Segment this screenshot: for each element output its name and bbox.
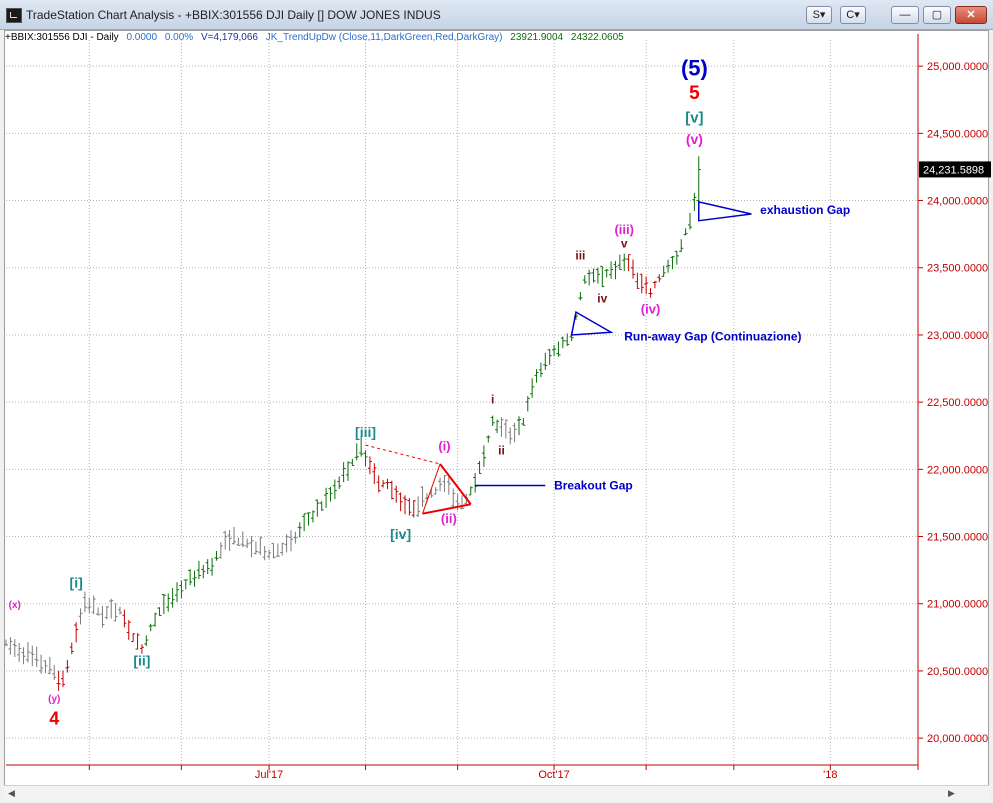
volume-value: V=4,179,066 (200, 32, 258, 43)
s-label: S (812, 9, 820, 21)
indicator-value-1: 23921.9004 (510, 32, 564, 43)
s-link-button[interactable]: S▾ (806, 6, 832, 24)
tradestation-app-icon (6, 8, 22, 23)
scroll-right-icon[interactable]: ▶ (948, 788, 955, 798)
minimize-icon: — (899, 9, 911, 21)
scroll-left-icon[interactable]: ◀ (8, 788, 15, 798)
symbol-label: +BBIX:301556 DJI - Daily (5, 32, 119, 43)
maximize-icon: ▢ (931, 9, 943, 21)
window-titlebar: TradeStation Chart Analysis - +BBIX:3015… (0, 0, 993, 30)
indicator-value-2: 24322.0605 (570, 32, 624, 43)
change-value: 0.0000 (126, 32, 158, 43)
indicator-label: JK_TrendUpDw (Close,11,DarkGreen,Red,Dar… (265, 32, 503, 43)
chart-area[interactable] (4, 30, 989, 800)
status-info-line: +BBIX:301556 DJI - Daily 0.0000 0.00% V=… (5, 32, 624, 43)
close-icon: ✕ (966, 9, 976, 21)
minimize-button[interactable]: — (891, 6, 919, 24)
change-pct-value: 0.00% (164, 32, 194, 43)
c-link-button[interactable]: C▾ (840, 6, 866, 24)
horizontal-scrollbar[interactable]: ◀ ▶ (4, 785, 989, 801)
maximize-button[interactable]: ▢ (923, 6, 951, 24)
c-label: C (846, 9, 855, 21)
close-button[interactable]: ✕ (955, 6, 987, 24)
window-title: TradeStation Chart Analysis - +BBIX:3015… (26, 8, 441, 22)
